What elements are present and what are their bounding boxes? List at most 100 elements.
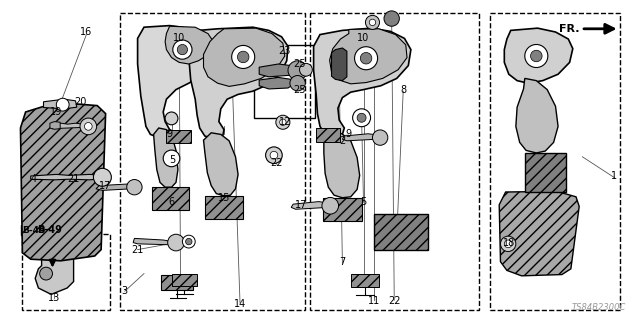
Bar (152, 187, 189, 210)
Text: 12: 12 (278, 116, 291, 127)
Text: TS84B2300C: TS84B2300C (572, 303, 626, 312)
Circle shape (165, 112, 178, 125)
Circle shape (525, 44, 548, 68)
Circle shape (504, 240, 512, 248)
Bar (310, 13, 479, 310)
Polygon shape (35, 246, 74, 294)
Circle shape (237, 51, 249, 63)
Polygon shape (342, 134, 379, 141)
Polygon shape (332, 48, 347, 81)
Bar (120, 13, 305, 310)
Circle shape (177, 44, 188, 55)
Polygon shape (138, 26, 214, 138)
Polygon shape (499, 191, 579, 276)
Circle shape (168, 234, 184, 251)
Circle shape (186, 238, 192, 245)
Text: 17: 17 (294, 200, 307, 210)
Circle shape (56, 98, 69, 111)
Text: 14: 14 (234, 299, 246, 309)
Text: 1: 1 (611, 171, 618, 181)
Bar (22, 234, 110, 310)
Bar (161, 275, 193, 290)
Polygon shape (165, 26, 214, 64)
Text: 25: 25 (293, 84, 306, 95)
Circle shape (384, 11, 399, 26)
Circle shape (357, 113, 366, 122)
Text: 10: 10 (173, 33, 186, 44)
Circle shape (80, 118, 97, 135)
Bar (351, 274, 379, 287)
Circle shape (288, 61, 307, 80)
Bar (316, 128, 340, 142)
Circle shape (300, 63, 312, 76)
Circle shape (372, 130, 388, 145)
Text: 3: 3 (122, 286, 128, 296)
Circle shape (127, 180, 142, 195)
Text: 13: 13 (48, 292, 61, 303)
Circle shape (365, 15, 380, 29)
Bar (490, 13, 620, 310)
Circle shape (93, 168, 111, 186)
Circle shape (173, 40, 192, 59)
Circle shape (276, 115, 290, 129)
Text: 4: 4 (30, 174, 36, 184)
Text: 7: 7 (339, 257, 346, 268)
Text: 9: 9 (166, 129, 173, 140)
Polygon shape (52, 123, 83, 129)
Circle shape (290, 76, 305, 91)
Text: 20: 20 (74, 97, 86, 108)
Text: 22: 22 (270, 158, 283, 168)
Circle shape (280, 119, 286, 125)
Text: 16: 16 (80, 27, 93, 37)
Text: B-49: B-49 (37, 225, 62, 236)
Polygon shape (31, 174, 102, 180)
Polygon shape (330, 29, 407, 84)
Text: B-49: B-49 (22, 226, 45, 235)
Text: 19: 19 (49, 107, 62, 117)
Bar (21, 225, 64, 235)
Polygon shape (204, 133, 238, 196)
Polygon shape (516, 78, 558, 153)
Polygon shape (291, 202, 330, 209)
Bar (172, 274, 197, 286)
Circle shape (40, 267, 52, 280)
Polygon shape (259, 64, 296, 77)
Polygon shape (204, 28, 285, 86)
Polygon shape (44, 99, 77, 109)
Polygon shape (20, 102, 106, 261)
Polygon shape (50, 122, 60, 129)
Text: 15: 15 (218, 193, 230, 204)
Polygon shape (314, 28, 411, 138)
Text: 9: 9 (346, 129, 352, 140)
Polygon shape (133, 238, 173, 245)
Circle shape (266, 147, 282, 164)
Bar (525, 153, 566, 192)
Circle shape (322, 197, 339, 214)
Circle shape (360, 52, 372, 64)
Bar (205, 196, 243, 219)
Circle shape (182, 235, 195, 248)
Circle shape (270, 151, 278, 159)
Polygon shape (504, 28, 573, 83)
Text: 22: 22 (388, 296, 401, 306)
Text: 5: 5 (360, 196, 367, 207)
Text: 6: 6 (168, 196, 175, 207)
Polygon shape (96, 184, 134, 190)
Bar (254, 45, 315, 118)
Text: 5: 5 (170, 155, 176, 165)
Text: 2: 2 (339, 136, 346, 146)
Polygon shape (189, 27, 288, 139)
Circle shape (232, 45, 255, 68)
Text: 10: 10 (357, 33, 370, 44)
Text: 8: 8 (400, 84, 406, 95)
Circle shape (353, 109, 371, 127)
Polygon shape (259, 77, 294, 89)
Circle shape (531, 50, 542, 62)
Text: 21: 21 (131, 244, 144, 255)
Polygon shape (154, 128, 178, 187)
Bar (323, 198, 362, 221)
Text: 21: 21 (67, 174, 80, 184)
Bar (166, 130, 191, 143)
Circle shape (84, 123, 92, 130)
Text: 18: 18 (502, 238, 515, 248)
